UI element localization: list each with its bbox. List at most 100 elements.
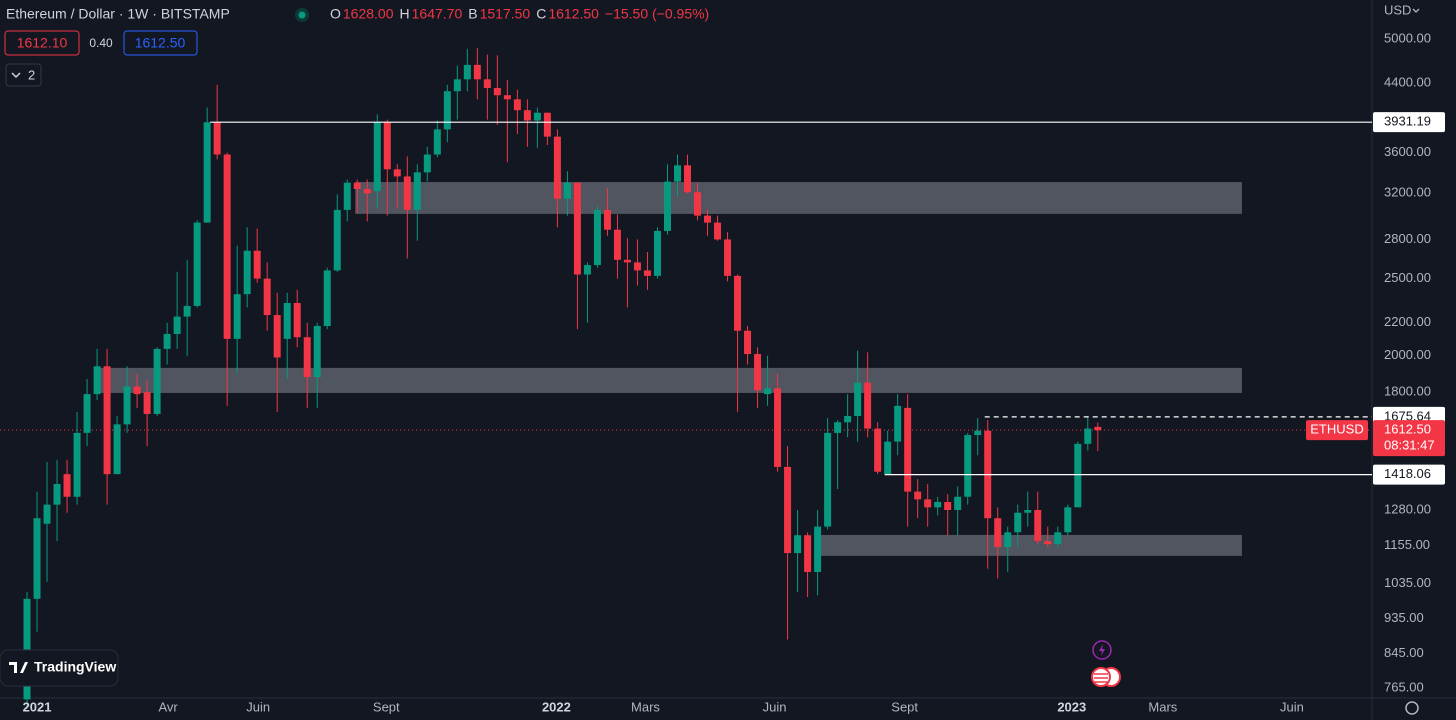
x-tick-label: 2021 bbox=[23, 699, 52, 714]
candle-body bbox=[33, 518, 41, 599]
logo-box[interactable] bbox=[0, 649, 119, 687]
ohlc-key: C bbox=[536, 6, 546, 22]
settings-icon[interactable] bbox=[1405, 701, 1419, 715]
candle-body bbox=[1024, 510, 1032, 513]
price-tag bbox=[1373, 464, 1445, 485]
flag-icon bbox=[1094, 673, 1108, 683]
symbol-title[interactable]: Ethereum / Dollar · 1W · BITSTAMP bbox=[6, 6, 230, 22]
y-tick-label: 1155.00 bbox=[1384, 537, 1430, 552]
y-tick-label: 765.00 bbox=[1384, 679, 1424, 694]
x-tick-label: Sept bbox=[373, 699, 400, 714]
chevron-icon bbox=[11, 72, 21, 79]
event-icon[interactable] bbox=[1091, 667, 1111, 687]
y-tick-label: 3600.00 bbox=[1384, 144, 1431, 159]
indicators-count[interactable]: 2 bbox=[28, 67, 35, 82]
zone bbox=[818, 534, 1242, 556]
ohlc-key: H bbox=[400, 6, 410, 22]
candle-body bbox=[764, 388, 772, 395]
candle-body bbox=[914, 491, 922, 500]
candle-body bbox=[473, 64, 481, 80]
candle-body bbox=[353, 182, 361, 190]
candle-body bbox=[183, 305, 191, 317]
candle-body bbox=[203, 122, 211, 223]
candle-body bbox=[153, 348, 161, 414]
candle-body bbox=[453, 79, 461, 92]
candle-body bbox=[734, 275, 742, 331]
candle-body bbox=[213, 122, 221, 155]
logo[interactable]: TradingView bbox=[34, 659, 116, 675]
zone bbox=[100, 367, 1242, 393]
candle-body bbox=[533, 112, 541, 121]
x-tick-label: Sept bbox=[891, 699, 918, 714]
candle-body bbox=[744, 330, 752, 355]
candle-body bbox=[884, 441, 892, 475]
candle-body bbox=[814, 526, 822, 572]
candle-body bbox=[383, 122, 391, 170]
candle-body bbox=[293, 302, 301, 338]
logo-icon bbox=[9, 662, 28, 673]
ohlc-key: B bbox=[468, 6, 477, 22]
candle-body bbox=[864, 382, 872, 429]
candle-body bbox=[874, 428, 882, 472]
candle-body bbox=[243, 250, 251, 295]
candle-body bbox=[113, 424, 121, 475]
candle-body bbox=[483, 79, 491, 88]
candle-body bbox=[73, 432, 81, 497]
candle-body bbox=[163, 333, 171, 349]
candle-body bbox=[573, 182, 581, 275]
candle-body bbox=[583, 265, 591, 275]
candle-body bbox=[553, 136, 561, 199]
x-tick-label: Juin bbox=[246, 699, 270, 714]
ask[interactable]: 1612.50 bbox=[135, 35, 186, 51]
candle-body bbox=[513, 99, 521, 111]
x-tick-label: Mars bbox=[1148, 699, 1177, 714]
candle-body bbox=[1064, 507, 1072, 533]
ohlc-value: 1647.70 bbox=[412, 6, 463, 22]
candle-body bbox=[503, 95, 511, 100]
candle-body bbox=[313, 325, 321, 378]
y-tick-label: 4400.00 bbox=[1384, 75, 1431, 90]
change: −15.50 (−0.95%) bbox=[605, 6, 709, 22]
candle-body bbox=[603, 209, 611, 230]
candle-body bbox=[363, 189, 371, 194]
candle-body bbox=[684, 165, 692, 193]
price-tag bbox=[1373, 112, 1445, 133]
candle-body bbox=[643, 270, 651, 276]
y-tick-label: 2500.00 bbox=[1384, 270, 1431, 285]
candle-body bbox=[834, 422, 842, 433]
candle-body bbox=[193, 222, 201, 306]
spread: 0.40 bbox=[89, 36, 113, 50]
candle-body bbox=[263, 278, 271, 316]
x-tick-label: Avr bbox=[158, 699, 178, 714]
indicators-toggle[interactable] bbox=[5, 63, 42, 87]
candle-body bbox=[934, 501, 942, 508]
candle-body bbox=[1044, 541, 1052, 545]
candle-body bbox=[694, 192, 702, 216]
bid[interactable]: 1612.10 bbox=[17, 35, 68, 51]
candle-body bbox=[924, 499, 932, 508]
candle-body bbox=[463, 64, 471, 80]
sell-box[interactable] bbox=[4, 30, 80, 56]
y-tick-label: 2200.00 bbox=[1384, 314, 1431, 329]
y-tick-label: 1280.00 bbox=[1384, 501, 1431, 516]
candle-body bbox=[1084, 428, 1092, 444]
y-tick-label: 2000.00 bbox=[1384, 347, 1431, 362]
candle-body bbox=[543, 112, 551, 137]
y-tick-label: 935.00 bbox=[1384, 610, 1424, 625]
candle-body bbox=[623, 259, 631, 263]
symbol-tag bbox=[1306, 420, 1368, 441]
currency[interactable]: USD bbox=[1384, 2, 1411, 17]
candle-body bbox=[273, 315, 281, 358]
candle-body bbox=[343, 182, 351, 210]
candle-body bbox=[303, 337, 311, 378]
plot bbox=[0, 48, 1372, 709]
candle-body bbox=[23, 598, 31, 700]
ohlc-value: 1628.00 bbox=[343, 6, 394, 22]
candle-body bbox=[523, 110, 531, 121]
candle-body bbox=[133, 386, 141, 395]
y-tick-label: 845.00 bbox=[1384, 645, 1424, 660]
event-icon[interactable] bbox=[1092, 640, 1112, 660]
buy-box[interactable] bbox=[123, 30, 198, 56]
candle-body bbox=[433, 129, 441, 155]
